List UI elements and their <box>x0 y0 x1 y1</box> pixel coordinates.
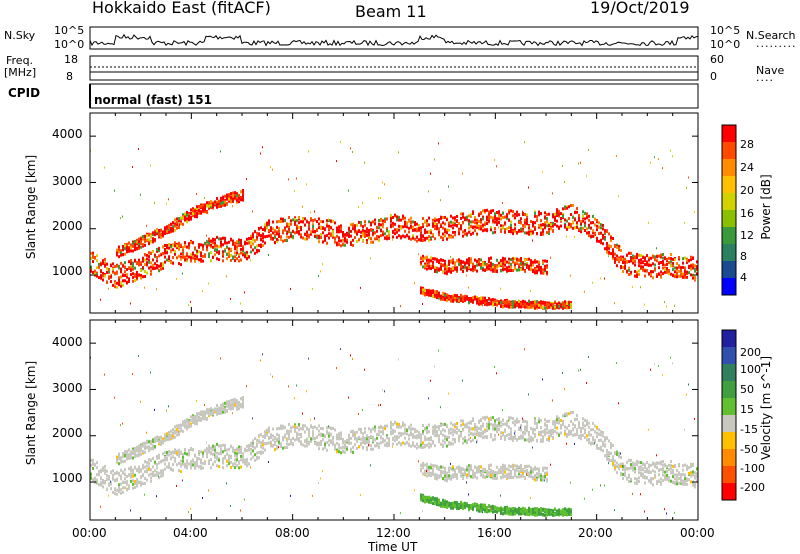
power-panel-frame <box>89 112 699 314</box>
velocity-cb-label: Velocity [m s^-1] <box>759 355 773 460</box>
power-cb-tick-8: 8 <box>740 250 747 263</box>
freq-tick-top: 18 <box>64 53 78 66</box>
freq-label: Freq. <box>6 54 34 67</box>
cpid-panel-frame <box>89 83 699 109</box>
noise-tick-left-bottom: 10^0 <box>54 38 85 51</box>
velocity-ylabel: Slant Range [km] <box>24 360 38 466</box>
power-ylabel: Slant Range [km] <box>24 154 38 260</box>
power-cb-tick-4: 4 <box>740 271 747 284</box>
nave-label: Nave <box>756 64 785 77</box>
velocity-cb-tick-200: 200 <box>740 346 761 359</box>
power-scatter-group <box>90 141 698 310</box>
power-ytick-3000: 3000 <box>52 174 83 188</box>
xtick-1600: 16:00 <box>477 526 512 540</box>
xtick-0400: 04:00 <box>173 526 208 540</box>
velocity-colorbar <box>721 329 737 501</box>
velocity-cb-tick-50: 50 <box>740 383 754 396</box>
cpid-text: normal (fast) 151 <box>94 93 212 107</box>
nsearch-legend: ········· <box>756 40 797 53</box>
noise-panel-frame <box>89 26 699 50</box>
velocity-scatter-group <box>90 348 698 517</box>
power-ytick-4000: 4000 <box>52 127 83 141</box>
velocity-cb-tick-100: 100 <box>740 363 761 376</box>
freq-panel-frame <box>89 55 699 81</box>
velocity-panel-frame <box>89 319 699 521</box>
noise-series-line <box>89 33 699 47</box>
date-label: 19/Oct/2019 <box>590 0 690 17</box>
noise-tick-right-bottom: 10^0 <box>710 38 741 51</box>
power-cb-tick-16: 16 <box>740 207 754 220</box>
power-cb-tick-12: 12 <box>740 229 754 242</box>
velocity-cb-tick-m200: -200 <box>740 481 765 494</box>
power-colorbar <box>721 124 737 296</box>
xtick-2400: 00:00 <box>680 526 715 540</box>
power-cb-tick-20: 20 <box>740 184 754 197</box>
velocity-cb-tick-15: 15 <box>740 403 754 416</box>
power-ytick-1000: 1000 <box>52 264 83 278</box>
velocity-cb-tick-m50: -50 <box>740 443 758 456</box>
xlabel: Time UT <box>368 540 418 554</box>
noise-tick-left-top: 10^5 <box>54 24 85 37</box>
velocity-cb-tick-m15: -15 <box>740 423 758 436</box>
power-cb-label: Power [dB] <box>759 174 773 240</box>
nave-tick-bottom: 0 <box>710 70 717 83</box>
power-cb-tick-28: 28 <box>740 138 754 151</box>
velocity-cb-tick-m100: -100 <box>740 462 765 475</box>
freq-tick-bottom: 8 <box>66 70 73 83</box>
xtick-2000: 20:00 <box>578 526 613 540</box>
xtick-0800: 08:00 <box>275 526 310 540</box>
beam-label: Beam 11 <box>355 2 427 21</box>
power-ytick-2000: 2000 <box>52 219 83 233</box>
power-cb-tick-24: 24 <box>740 161 754 174</box>
cpid-label: CPID <box>8 86 41 100</box>
axis-ticks-group <box>89 113 699 520</box>
xtick-1200: 12:00 <box>376 526 411 540</box>
nsearch-label: N.Search <box>746 29 796 42</box>
velocity-ytick-2000: 2000 <box>52 426 83 440</box>
xtick-0000: 00:00 <box>72 526 107 540</box>
noise-tick-right-top: 10^5 <box>710 24 741 37</box>
station-title: Hokkaido East (fitACF) <box>92 0 271 17</box>
nave-tick-top: 60 <box>710 53 724 66</box>
velocity-ytick-1000: 1000 <box>52 471 83 485</box>
nave-legend: ···· <box>756 74 774 87</box>
freq-unit-label: [MHz] <box>4 66 37 79</box>
velocity-ytick-3000: 3000 <box>52 381 83 395</box>
nsky-label: N.Sky <box>4 29 36 42</box>
velocity-ytick-4000: 4000 <box>52 335 83 349</box>
